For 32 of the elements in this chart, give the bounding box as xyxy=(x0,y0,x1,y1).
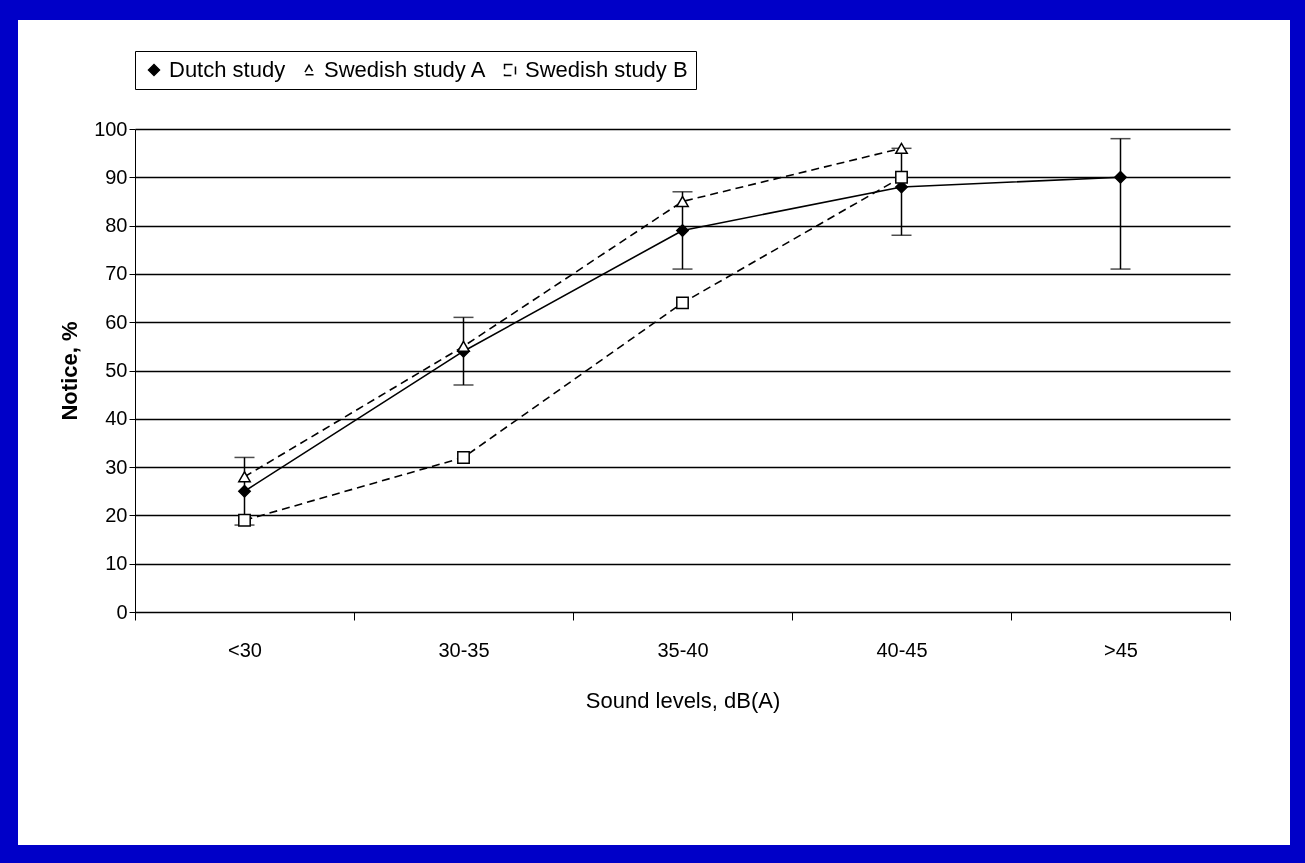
y-tick-label: 0 xyxy=(116,600,128,623)
point xyxy=(238,513,251,527)
y-tick-label: 50 xyxy=(105,359,128,381)
x-tick-label: >45 xyxy=(1104,638,1138,661)
point xyxy=(895,170,908,184)
x-tick-label: 35-40 xyxy=(657,638,709,661)
x-axis-title: Sound levels, dB(A) xyxy=(585,687,781,713)
point xyxy=(895,142,908,155)
y-tick-label: 30 xyxy=(105,455,128,478)
y-tick-label: 100 xyxy=(94,117,128,140)
legend-label: Swedish study B xyxy=(525,57,688,82)
x-tick-label: 30-35 xyxy=(438,638,490,661)
y-tick-label: 60 xyxy=(105,310,128,333)
y-tick-label: 70 xyxy=(105,262,128,285)
x-tick-label: 40-45 xyxy=(876,638,928,661)
y-tick-label: 90 xyxy=(105,165,128,188)
y-tick-label: 80 xyxy=(105,214,128,237)
point xyxy=(1114,170,1127,184)
y-tick-label: 10 xyxy=(105,552,128,575)
point xyxy=(238,471,251,483)
x-tick-label: <30 xyxy=(228,638,262,661)
legend-label: Swedish study A xyxy=(324,57,486,82)
y-tick-label: 20 xyxy=(105,503,128,526)
point xyxy=(457,340,470,353)
legend-label: Dutch study xyxy=(169,57,286,82)
point xyxy=(676,223,689,237)
point xyxy=(676,195,689,208)
point xyxy=(238,484,251,498)
point xyxy=(676,296,689,310)
y-axis-title: Notice, % xyxy=(57,321,83,421)
point xyxy=(457,450,470,464)
y-tick-label: 40 xyxy=(105,407,128,430)
